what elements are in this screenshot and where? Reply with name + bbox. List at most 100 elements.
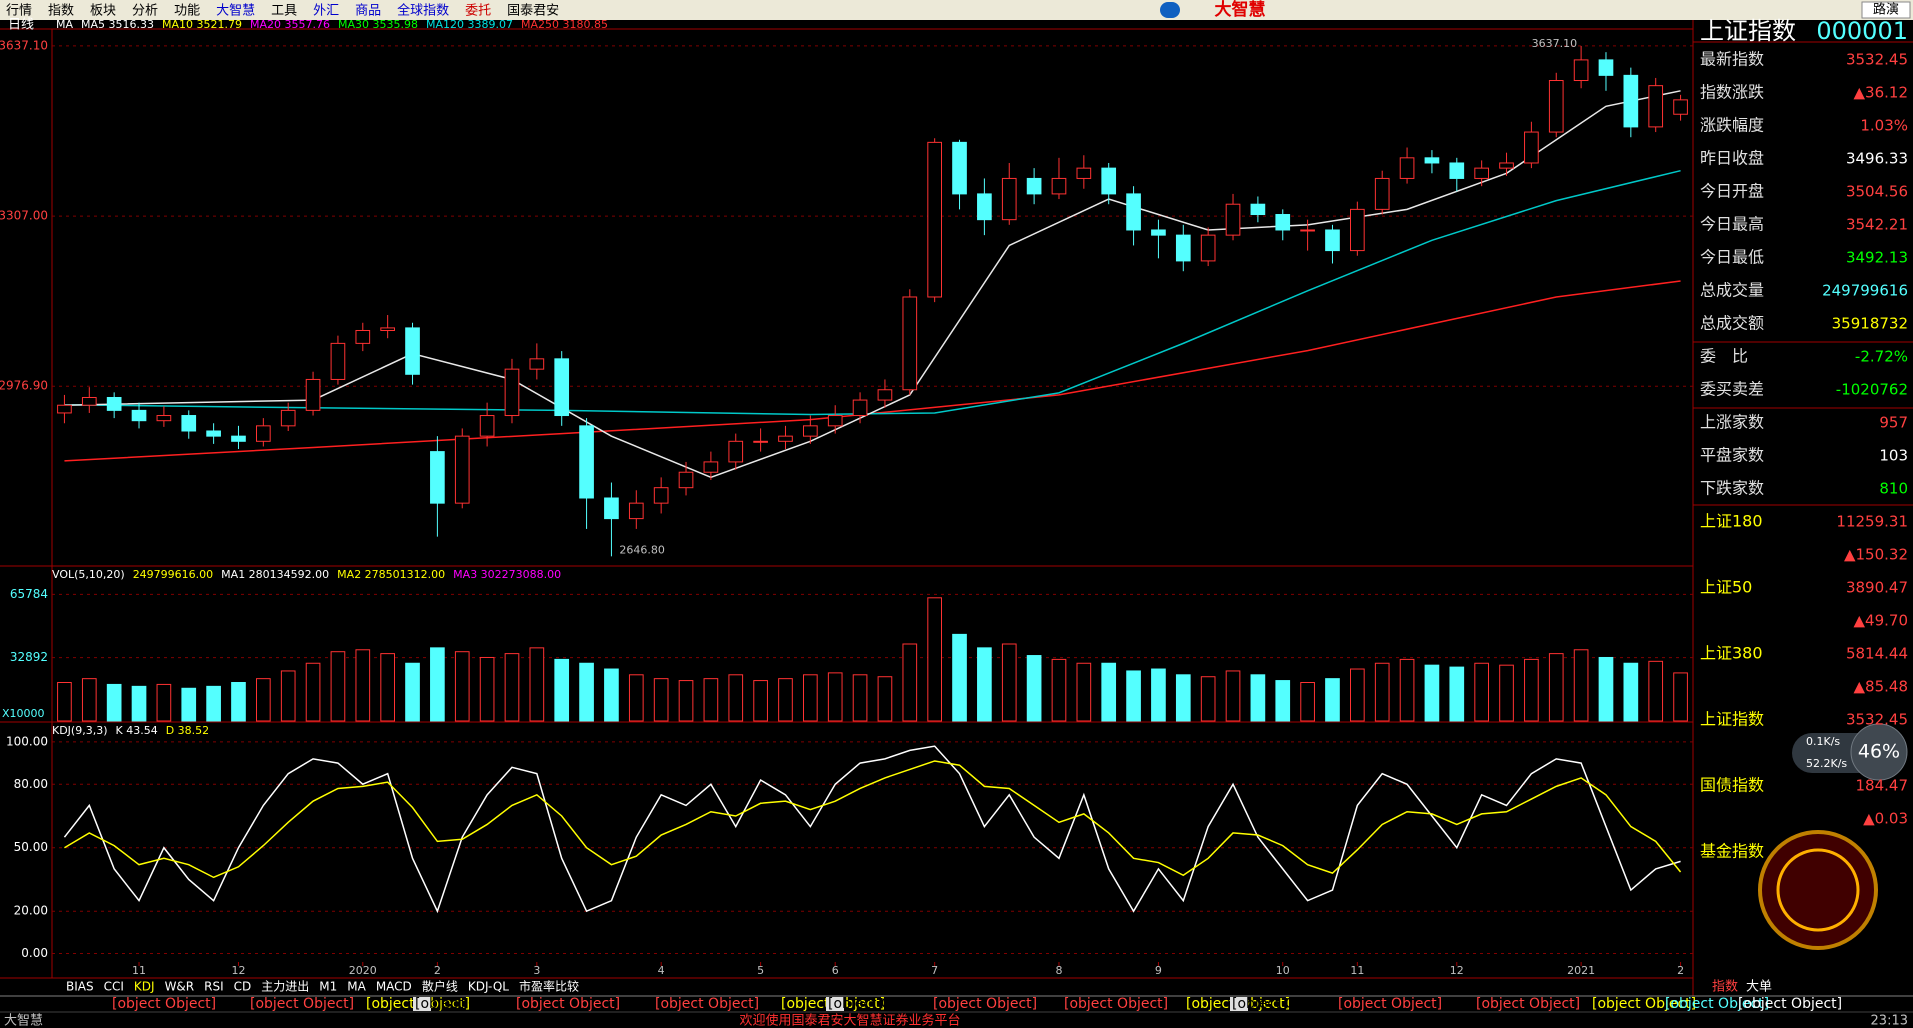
volume-bar xyxy=(106,683,122,722)
candle-body xyxy=(703,461,719,473)
indicator-tab[interactable]: KDJ xyxy=(134,980,155,994)
quote-label: 今日开盘 xyxy=(1700,182,1764,201)
menu-item[interactable]: 工具 xyxy=(271,4,297,19)
quote-label: 涨跌幅度 xyxy=(1700,116,1764,135)
status-item: [object Object] xyxy=(1738,996,1842,1012)
menu-item[interactable]: 功能 xyxy=(174,4,200,19)
x-tick-label: 11 xyxy=(1350,964,1364,977)
candle-body xyxy=(504,368,520,417)
candle-body xyxy=(1175,234,1191,262)
volume-bar xyxy=(1548,653,1564,722)
quote-value: ▲36.12 xyxy=(1854,84,1908,102)
volume-bar xyxy=(703,678,719,722)
candle-body xyxy=(1499,162,1514,169)
indicator-tab[interactable]: 市盈率比较 xyxy=(519,979,579,994)
quote-label: 今日最低 xyxy=(1700,248,1764,267)
side-tab[interactable]: 指数 xyxy=(1712,980,1738,995)
volume-bar xyxy=(678,680,694,722)
volume-bar xyxy=(280,670,296,722)
y-tick-label: 3637.10 xyxy=(0,38,48,52)
status-item: [object Object] xyxy=(1064,996,1168,1012)
volume-bar xyxy=(156,683,172,722)
menu-item[interactable]: 外汇 xyxy=(313,4,339,19)
candle-body xyxy=(1573,59,1589,82)
indicator-tab[interactable]: KDJ-QL xyxy=(468,980,509,994)
legend-entry: MA xyxy=(56,18,73,31)
legend-entry: MA5 3516.33 xyxy=(81,18,154,31)
menu-item[interactable]: 分析 xyxy=(132,4,158,19)
index-label: 上证50 xyxy=(1700,578,1752,597)
candle-body xyxy=(405,327,420,375)
volume-bar xyxy=(902,643,918,722)
index-label: 上证180 xyxy=(1700,512,1763,531)
quote-label: 委 比 xyxy=(1700,347,1748,366)
side-tab[interactable]: 大单 xyxy=(1746,980,1772,995)
legend-entry: MA250 3180.85 xyxy=(521,18,608,31)
indicator-tab[interactable]: RSI xyxy=(204,980,224,994)
candle-body xyxy=(454,435,470,504)
index-change: ▲0.03 xyxy=(1863,810,1908,828)
menu-item[interactable]: 全球指数 xyxy=(397,3,449,19)
indicator-tab[interactable]: CCI xyxy=(104,980,124,994)
volume-bar xyxy=(1101,662,1117,722)
candle-body xyxy=(1598,59,1614,76)
indicator-tab[interactable]: CD xyxy=(234,980,252,994)
y-tick-label: 0.00 xyxy=(21,946,48,960)
menu-item[interactable]: 委托 xyxy=(465,4,491,19)
indicator-tab[interactable]: MA xyxy=(347,980,366,994)
quote-value: 3532.45 xyxy=(1846,51,1908,69)
annotation: 3637.10 xyxy=(1532,37,1578,50)
x-tick-label: 9 xyxy=(1155,964,1162,977)
clock: 23:13 xyxy=(1871,1014,1908,1028)
volume-bar xyxy=(479,656,495,722)
y-tick-label: 32892 xyxy=(10,650,48,664)
menu-item[interactable]: 国泰君安 xyxy=(507,4,559,19)
index-value: 5814.44 xyxy=(1846,645,1908,663)
indicator-tab[interactable]: MACD xyxy=(376,980,412,994)
legend-entry: K 43.54 xyxy=(116,724,158,737)
moving-average xyxy=(64,280,1681,462)
volume-bar xyxy=(81,678,97,722)
candle-body xyxy=(778,435,793,442)
volume-bar xyxy=(131,685,147,722)
candle-body xyxy=(1001,177,1017,221)
volume-bar xyxy=(1325,678,1340,722)
index-value: 3890.47 xyxy=(1846,579,1908,597)
quote-label: 平盘家数 xyxy=(1700,446,1764,465)
status-item: [object Object] xyxy=(415,996,519,1012)
legend-entry: 249799616.00 xyxy=(133,568,213,581)
menu-item[interactable]: 大智慧 xyxy=(216,3,255,19)
menu-item[interactable]: 行情 xyxy=(6,4,32,19)
volume-bar xyxy=(380,653,395,722)
menu-item[interactable]: 商品 xyxy=(355,4,381,19)
indicator-tab[interactable]: BIAS xyxy=(66,980,94,994)
candle-body xyxy=(604,497,619,520)
top-right[interactable]: 路演 xyxy=(1873,2,1899,18)
volume-bar xyxy=(57,682,72,722)
volume-bar xyxy=(604,668,619,722)
logo-icon xyxy=(1160,2,1180,18)
menu-item[interactable]: 板块 xyxy=(90,4,116,19)
candle-body xyxy=(1374,177,1390,210)
candle-body xyxy=(57,404,72,414)
top-right-button[interactable] xyxy=(1861,1,1911,19)
status-item: [object Object] xyxy=(516,996,620,1012)
candle-body xyxy=(579,425,594,499)
indicator-tab[interactable]: W&R xyxy=(165,980,195,994)
candle-body xyxy=(753,440,768,443)
menu-item[interactable]: 指数 xyxy=(48,4,74,19)
candle-body xyxy=(952,141,967,195)
frames xyxy=(0,20,1913,996)
speed-gauge xyxy=(1850,723,1908,781)
candle-body xyxy=(1076,167,1092,179)
y-tick-label: 80.00 xyxy=(14,777,48,791)
quote-value: 3542.21 xyxy=(1846,216,1908,234)
volume-bar xyxy=(1250,674,1266,722)
indicator-tab[interactable]: M1 xyxy=(319,980,337,994)
candle-body xyxy=(1673,99,1688,115)
volume-bar xyxy=(877,676,893,722)
indicator-tab[interactable]: 散户线 xyxy=(422,979,458,994)
indicator-tab[interactable]: 主力进出 xyxy=(261,980,309,994)
volume-bar xyxy=(1573,649,1589,722)
